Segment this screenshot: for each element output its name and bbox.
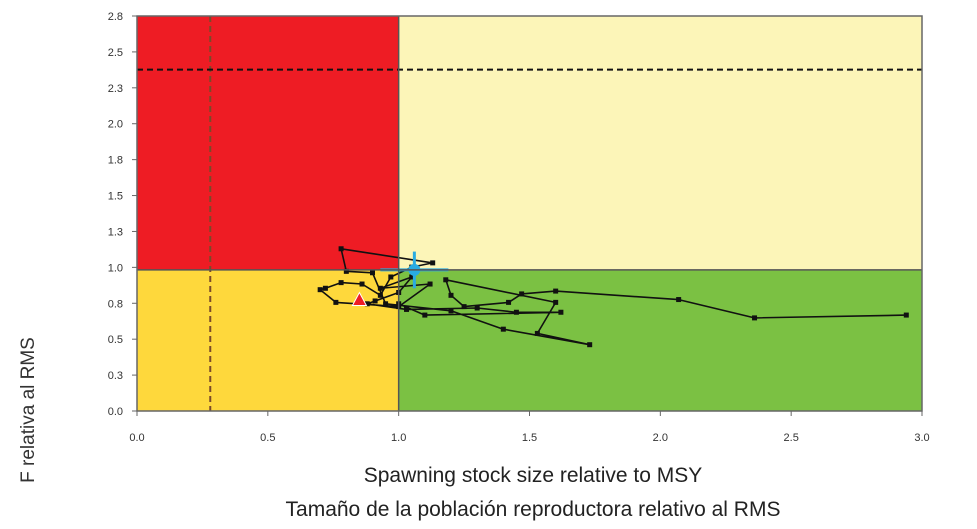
trajectory-line — [319, 248, 907, 346]
trajectory-point — [377, 285, 383, 291]
trajectory-point — [409, 274, 415, 280]
trajectory-point — [519, 291, 525, 297]
y-tick-label: 1.8 — [108, 155, 123, 167]
trajectory-point — [752, 315, 758, 321]
x-tick-label: 1.5 — [522, 432, 537, 444]
trajectory-point — [903, 312, 909, 318]
trajectory-point — [338, 246, 344, 252]
y-tick-label: 0.0 — [108, 406, 123, 418]
reference-lines-layer — [137, 16, 922, 411]
y-tick-label: 1.5 — [108, 191, 123, 203]
zone-healthy — [398, 269, 923, 411]
y-tick-label: 1.0 — [108, 262, 123, 274]
trajectory-point — [513, 309, 519, 315]
trajectory-point — [370, 270, 375, 276]
trajectory-point — [553, 299, 559, 305]
y-tick-label: 0.3 — [108, 370, 123, 382]
zone-overfished — [137, 269, 399, 411]
trajectory-point — [474, 305, 480, 311]
trajectory-point — [322, 285, 328, 291]
x-tick-label: 0.5 — [260, 432, 275, 444]
trajectory-point — [427, 281, 433, 287]
y-tick-label: 0.5 — [108, 334, 123, 346]
trajectory-point — [422, 312, 428, 318]
trajectory-point — [404, 306, 410, 312]
trajectory-point — [500, 326, 506, 332]
x-tick-label: 1.0 — [391, 432, 406, 444]
trajectory-point — [506, 299, 512, 305]
trajectory-point — [558, 309, 564, 315]
x-tick-label: 2.0 — [653, 432, 668, 444]
trajectory-point — [343, 268, 349, 274]
trajectory-point — [383, 301, 389, 307]
y-axis-ticks: 0.0 0.3 0.5 0.8 1.0 1.3 1.5 1.8 2.0 2.3 2.5 2.8 — [108, 11, 137, 418]
x-axis-title: Spawning stock size relative to MSY — [364, 464, 702, 487]
y-tick-label: 2.3 — [108, 83, 123, 95]
x-tick-label: 2.5 — [784, 432, 799, 444]
trajectory-layer — [317, 246, 909, 348]
trajectory-point — [443, 277, 449, 283]
trajectory-point — [333, 299, 339, 305]
trajectory-point — [372, 298, 378, 304]
y-tick-label: 2.0 — [108, 119, 123, 131]
trajectory-point — [364, 301, 370, 307]
y-tick-label: 2.8 — [108, 11, 123, 23]
trajectory-point — [676, 297, 682, 303]
trajectory-point — [553, 288, 559, 294]
zone-overfished-overfishing — [137, 16, 399, 270]
x-tick-label: 0.0 — [129, 432, 144, 444]
trajectory-point — [388, 274, 394, 280]
trajectory-point — [534, 330, 540, 336]
trajectory-point — [359, 281, 365, 287]
trajectory-point — [461, 304, 467, 310]
trajectory-point — [448, 292, 454, 298]
trajectory-point — [317, 287, 323, 293]
trajectory-point — [448, 308, 454, 314]
zone-overfishing — [398, 16, 923, 270]
x-axis-title-secondary: Tamaño de la población reproductora rela… — [286, 498, 781, 521]
y-tick-label: 1.3 — [108, 226, 123, 238]
y-axis-title: F relativa al RMS — [18, 337, 39, 483]
x-tick-label: 3.0 — [914, 432, 929, 444]
trajectory-point — [377, 292, 383, 298]
trajectory-point — [587, 342, 593, 348]
trajectory-point — [338, 280, 344, 286]
y-tick-label: 2.5 — [108, 47, 123, 59]
x-axis-ticks: 0.0 0.5 1.0 1.5 2.0 2.5 3.0 — [129, 411, 930, 444]
reference-triangle-marker — [351, 291, 368, 307]
zones-layer — [137, 16, 923, 411]
trajectory-point — [430, 260, 436, 266]
y-tick-label: 0.8 — [108, 298, 123, 310]
